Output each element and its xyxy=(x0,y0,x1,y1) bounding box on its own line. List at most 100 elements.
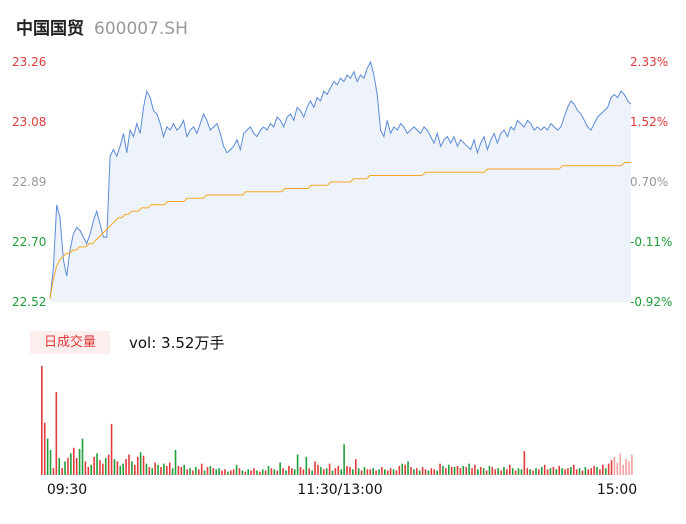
volume-bar xyxy=(160,467,162,475)
volume-bar xyxy=(87,467,90,475)
volume-bar xyxy=(343,444,345,475)
average-price-line xyxy=(49,162,631,299)
volume-bar xyxy=(337,465,340,475)
y-tick-right: 0.70% xyxy=(630,175,668,189)
volume-bar xyxy=(177,465,180,475)
volume-bar xyxy=(445,468,447,475)
price-chart: 23.26 23.08 22.89 22.70 22.52 2.33% 1.52% 0.70%… xyxy=(12,55,672,309)
volume-bar xyxy=(61,468,63,475)
volume-bar xyxy=(308,468,311,475)
volume-bar xyxy=(113,459,116,475)
volume-bar xyxy=(270,468,273,475)
volume-bar xyxy=(81,438,84,475)
volume-bar xyxy=(570,467,572,475)
volume-bar xyxy=(253,468,255,475)
volume-bar xyxy=(43,422,46,475)
volume-bar xyxy=(540,467,543,475)
volume-bar xyxy=(186,469,188,475)
volume-bar xyxy=(479,467,482,475)
volume-bar xyxy=(526,468,529,475)
volume-bar xyxy=(549,468,552,475)
volume-readout: vol: 3.52万手 xyxy=(129,334,225,352)
volume-bar xyxy=(218,468,220,475)
volume-bar xyxy=(238,468,241,475)
volume-bar xyxy=(180,467,183,475)
volume-bar xyxy=(256,470,258,475)
volume-bar xyxy=(102,463,104,475)
volume-bar xyxy=(413,469,415,475)
volume-bar xyxy=(465,467,467,475)
volume-bar xyxy=(628,461,630,476)
volume-bar xyxy=(104,457,107,475)
volume-bar xyxy=(523,451,526,475)
volume-bar xyxy=(546,469,549,475)
volume-bar xyxy=(596,467,598,475)
volume-bar xyxy=(439,463,441,475)
volume-bar xyxy=(587,469,590,475)
volume-bar xyxy=(366,469,369,475)
volume-bar xyxy=(616,462,619,475)
volume-bar xyxy=(602,464,604,475)
y-tick-left: 23.08 xyxy=(12,115,46,129)
volume-bar xyxy=(290,468,293,475)
volume-bar xyxy=(67,457,69,475)
x-tick-label: 11:30/13:00 xyxy=(297,482,382,498)
volume-bar xyxy=(200,463,203,475)
volume-bar xyxy=(401,463,404,475)
volume-bar xyxy=(174,450,177,475)
volume-bar xyxy=(584,467,587,475)
volume-bar xyxy=(296,454,299,475)
volume-bar xyxy=(500,470,502,475)
y-tick-left: 23.26 xyxy=(12,55,46,69)
volume-bar xyxy=(273,469,276,475)
volume-bar xyxy=(322,469,325,475)
volume-bar xyxy=(572,464,575,475)
volume-bar xyxy=(509,464,511,475)
volume-bar xyxy=(514,470,517,475)
price-line xyxy=(49,60,632,299)
volume-bar xyxy=(346,465,348,475)
volume-bar xyxy=(456,465,459,475)
volume-bar xyxy=(453,467,456,475)
volume-bar xyxy=(203,470,206,475)
y-tick-right: -0.11% xyxy=(630,235,672,249)
y-tick-left: 22.89 xyxy=(12,175,46,189)
volume-bar xyxy=(267,465,270,475)
volume-bar xyxy=(90,464,93,475)
volume-bar xyxy=(349,467,351,475)
volume-bar xyxy=(593,465,595,475)
volume-bar xyxy=(78,448,81,475)
volume-bar xyxy=(128,454,130,475)
x-tick-label: 15:00 xyxy=(597,482,637,498)
volume-bar xyxy=(58,457,61,475)
volume-bar xyxy=(46,438,49,475)
daily-volume-tab[interactable]: 日成交量 xyxy=(30,331,110,354)
volume-bar xyxy=(424,469,427,475)
volume-bar xyxy=(328,463,331,475)
volume-bar xyxy=(590,468,592,475)
volume-bar xyxy=(75,457,78,475)
stock-code: 600007.SH xyxy=(94,19,188,39)
y-tick-right: 2.33% xyxy=(630,55,668,69)
volume-bar xyxy=(212,468,215,475)
volume-bar xyxy=(52,468,55,475)
volume-bar xyxy=(305,456,308,475)
stock-header: 中国国贸 600007.SH xyxy=(16,14,188,39)
volume-bar xyxy=(148,467,151,475)
volume-bar xyxy=(139,452,142,475)
volume-bar xyxy=(227,471,229,475)
volume-bar xyxy=(206,467,209,475)
volume-bar xyxy=(151,468,154,475)
volume-bar xyxy=(116,461,119,476)
volume-bar xyxy=(264,470,267,475)
volume-bar xyxy=(520,469,523,475)
volume-bar xyxy=(497,468,499,475)
volume-bar xyxy=(517,468,520,475)
volume-bar xyxy=(119,465,122,475)
volume-bar xyxy=(421,467,424,475)
volume-bar xyxy=(163,463,165,475)
volume-bar xyxy=(241,470,244,475)
volume-bar xyxy=(575,469,578,475)
volume-bar xyxy=(131,461,133,476)
volume-bar xyxy=(311,470,313,475)
